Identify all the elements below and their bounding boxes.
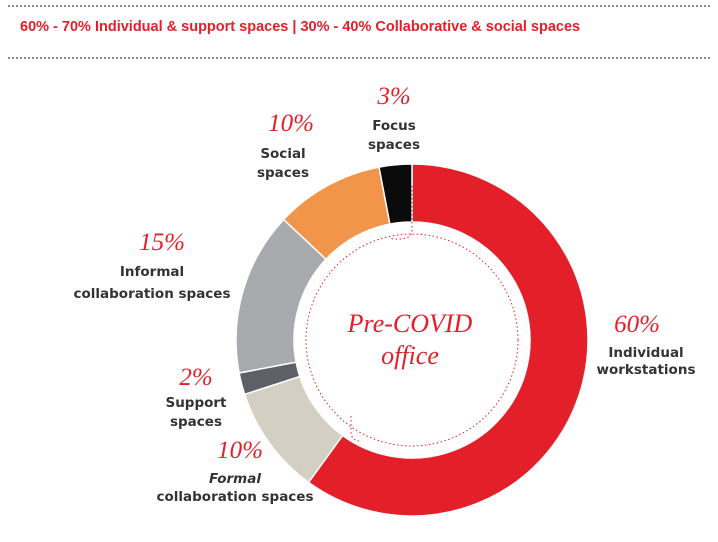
- label-informal-1: Informal: [120, 264, 184, 280]
- pct-label-social: 10%: [268, 110, 314, 137]
- label-individual-2: workstations: [597, 362, 696, 378]
- bottom-dotted-rule: [8, 57, 710, 59]
- label-individual-1: Individual: [608, 345, 683, 361]
- pct-label-informal: 15%: [139, 229, 185, 256]
- label-social-1: Social: [260, 146, 305, 162]
- label-informal-2: collaboration spaces: [73, 286, 230, 302]
- donut-center-label: Pre-COVID office: [347, 309, 473, 370]
- chart-header: 60% - 70% Individual & support spaces | …: [20, 19, 581, 35]
- donut-slice-0: [307, 163, 589, 517]
- pct-label-focus: 3%: [376, 83, 410, 110]
- label-support-2: spaces: [170, 414, 222, 430]
- guide-individual-bottom: [350, 416, 361, 442]
- top-dotted-rule: [8, 5, 710, 7]
- center-label-line1: Pre-COVID: [347, 309, 473, 338]
- label-support-1: Support: [165, 395, 227, 411]
- guide-individual-top: [389, 186, 413, 240]
- inner-guide-arc: [305, 233, 519, 447]
- dotted-guides: [305, 186, 519, 447]
- label-formal-2: collaboration spaces: [156, 489, 313, 505]
- donut-slices: [235, 163, 589, 517]
- label-focus-2: spaces: [368, 137, 420, 153]
- label-social-2: spaces: [257, 165, 309, 181]
- label-formal-1: Formal: [209, 471, 261, 487]
- slice-labels: 60% Individual workstations 10% Formal c…: [73, 83, 695, 505]
- label-focus-1: Focus: [372, 118, 416, 134]
- center-label-line2: office: [381, 341, 439, 370]
- pct-label-support: 2%: [179, 364, 212, 391]
- pct-label-formal: 10%: [217, 437, 263, 464]
- pct-label-individual: 60%: [614, 311, 660, 338]
